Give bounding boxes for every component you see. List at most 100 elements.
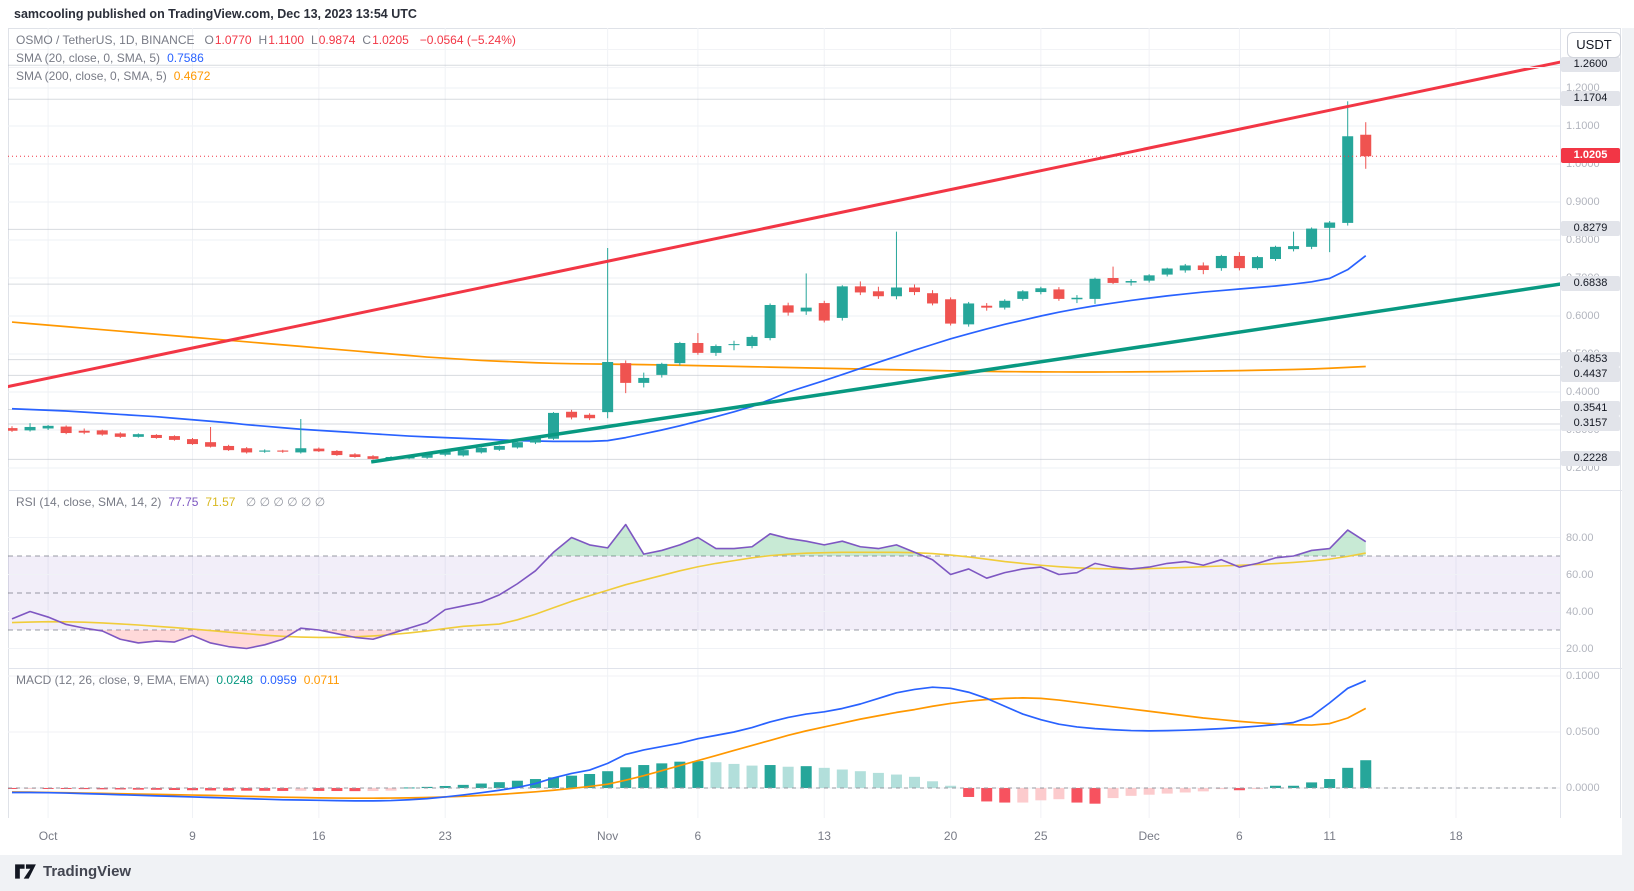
rsi-null-values: ∅ ∅ ∅ ∅ ∅ ∅ [242,495,326,509]
time-tick-label: 13 [817,829,831,843]
candle-body [1215,255,1227,269]
ohlc-c: C1.0205 [362,33,408,47]
candle-body [1270,246,1281,259]
pane-separator[interactable] [8,668,1622,669]
macd-tick-label: 0.0500 [1566,726,1600,738]
candle-body [638,377,650,383]
macd-histogram-bar [187,788,198,791]
macd-histogram-bar [800,766,812,788]
rsi-oversold-fill [12,630,1366,649]
macd-pane[interactable] [8,668,1560,818]
macd-histogram-bar [890,774,902,788]
time-tick-label: 20 [943,829,958,843]
rsi-tick-label: 20.00 [1566,642,1594,655]
tradingview-logo-icon [15,864,36,879]
price-tick-label: 0.8000 [1566,234,1600,246]
rsi-value: 77.75 [168,495,199,509]
candle-body [187,439,198,445]
rsi-ma-value: 71.57 [205,495,236,509]
candle-body [872,291,884,297]
time-tick-label: 18 [1449,829,1463,843]
time-tick-label: 6 [1236,829,1243,843]
time-axis[interactable]: Oct 9 16 23 Nov 6 13 20 25 Dec 6 11 18 [8,818,1622,855]
macd-histogram-bar [548,777,559,788]
price-level-badge: 1.2600 [1561,57,1620,73]
macd-histogram-bar [1161,788,1173,794]
candle-body [1143,275,1155,281]
price-level-badge: 0.2228 [1561,451,1620,467]
candle-body [1179,265,1191,271]
candle-body [439,452,451,455]
rsi-tick-label: 80.00 [1566,531,1594,544]
candle-body [566,411,578,418]
macd-histogram-bar [475,783,487,788]
candle-body [150,434,162,438]
macd-histogram-bar [1053,788,1065,800]
tradingview-logo[interactable]: TradingView [14,863,131,880]
ohlc-h: H1.1100 [259,33,304,47]
macd-histogram-bar [909,776,920,788]
time-tick-label: 11 [1323,829,1336,843]
price-level-badge: 0.8279 [1561,221,1620,237]
macd-histogram-bar [277,788,289,791]
rsi-pane[interactable] [8,490,1560,668]
time-tick-label: Nov [596,829,619,843]
candle-body [818,303,830,321]
resistance-trendline [8,60,1560,389]
price-tick-label: 0.9000 [1566,196,1600,208]
candle-body [710,346,722,353]
candle-body [205,442,217,447]
tradingview-logo-text: TradingView [43,863,132,880]
price-axis-border [1560,28,1561,818]
sma20-label: SMA (20, close, 0, SMA, 5) [16,51,161,65]
macd-legend: MACD (12, 26, close, 9, EMA, EMA) 0.0248 0… [16,673,340,687]
macd-histogram-bar [168,788,180,791]
macd-histogram-bar [584,774,596,788]
macd-histogram-bar [836,769,848,788]
legend-divider [9,49,1560,50]
currency-toggle-button[interactable]: USDT [1567,32,1621,58]
ohlc-key: L [311,33,318,47]
candle-body [890,287,902,297]
candle-body [963,303,975,325]
macd-value: 0.0959 [260,673,297,687]
macd-signal-value: 0.0711 [303,673,340,687]
candle-body [511,442,523,448]
candle-body [168,436,180,440]
candle-body [1071,297,1083,300]
macd-tick-label: 0.0000 [1566,782,1600,794]
candle-body [728,344,740,346]
ohlc-l: L0.9874 [311,33,355,47]
candle-body [493,445,505,450]
rsi-tick-label: 40.00 [1566,605,1594,618]
candle-body [1233,255,1245,269]
candle-body [981,305,993,308]
macd-line [12,679,1367,802]
candle-body [1089,278,1101,299]
time-tick-label: Dec [1138,829,1160,843]
candle-body [114,433,126,437]
candle-body [78,430,90,433]
candle-body [692,342,704,353]
macd-histogram-bar [1071,788,1083,803]
price-pane[interactable] [8,28,1560,490]
sma20-legend: SMA (20, close, 0, SMA, 5) 0.7586 [16,51,204,65]
candle-body [60,426,72,434]
macd-histogram-bar [1197,788,1209,792]
pane-separator[interactable] [8,490,1622,491]
candle-body [602,361,614,413]
ohlc-key: O [204,33,214,47]
sma200-legend: SMA (200, close, 0, SMA, 5) 0.4672 [16,69,210,83]
time-tick-label: 16 [312,829,326,843]
macd-histogram-bar [1233,788,1245,791]
symbol-legend: OSMO / TetherUS, 1D, BINANCE O1.0770 H1.11… [16,33,516,47]
legend-divider [9,67,1560,68]
candle-body [854,286,866,293]
macd-histogram-bar [818,767,830,788]
sma200-value: 0.4672 [173,69,211,83]
price-tick-label: 1.1000 [1566,120,1600,132]
macd-tick-label: 0.1000 [1566,670,1600,682]
price-axis[interactable]: 1.20001.10001.00000.90000.80000.70000.60… [1560,28,1622,818]
candle-body [909,287,920,293]
macd-histogram-bar [1035,788,1047,801]
